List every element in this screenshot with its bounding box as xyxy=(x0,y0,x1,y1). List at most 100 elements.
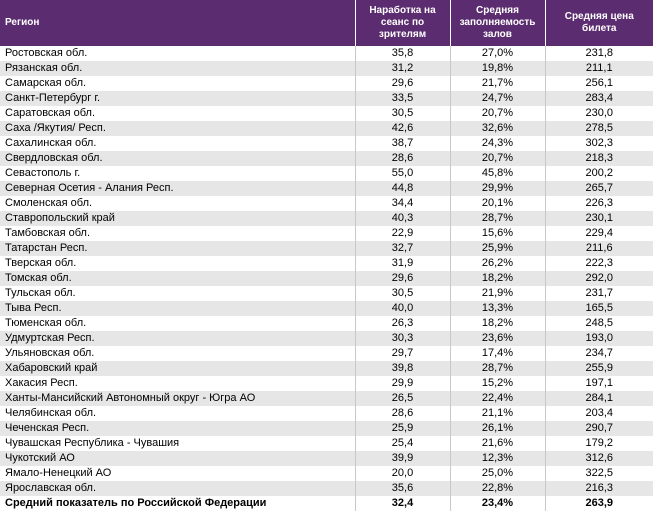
value-cell: 28,6 xyxy=(354,151,450,166)
table-row: Хабаровский край 39,8 28,7% 255,9 xyxy=(0,361,653,376)
value-cell: 24,3% xyxy=(449,136,545,151)
total-value: 32,4 xyxy=(354,496,450,511)
region-cell: Тверская обл. xyxy=(5,257,77,269)
value-cell: 35,6 xyxy=(354,481,450,496)
value-cell: 284,1 xyxy=(544,391,653,406)
value-cell: 278,5 xyxy=(544,121,653,136)
value-cell: 19,8% xyxy=(449,61,545,76)
value-cell: 35,8 xyxy=(354,46,450,61)
value-cell: 200,2 xyxy=(544,166,653,181)
value-cell: 265,7 xyxy=(544,181,653,196)
region-cell: Тульская обл. xyxy=(5,287,76,299)
table-row: Санкт-Петербург г. 33,5 24,7% 283,4 xyxy=(0,91,653,106)
value-cell: 34,4 xyxy=(354,196,450,211)
value-cell: 26,1% xyxy=(449,421,545,436)
table-row: Челябинская обл. 28,6 21,1% 203,4 xyxy=(0,406,653,421)
value-cell: 23,6% xyxy=(449,331,545,346)
region-cell: Удмуртская Респ. xyxy=(0,331,355,346)
region-cell: Севастополь г. xyxy=(5,167,81,179)
region-cell: Санкт-Петербург г. xyxy=(0,91,355,106)
region-cell: Томская обл. xyxy=(0,271,355,286)
table-row: Ульяновская обл. 29,7 17,4% 234,7 xyxy=(0,346,653,361)
table-row: Северная Осетия - Алания Респ. 44,8 29,9% 2… xyxy=(0,181,653,196)
value-cell: 28,7% xyxy=(449,211,545,226)
value-cell: 42,6 xyxy=(354,121,450,136)
value-cell: 211,1 xyxy=(544,61,653,76)
value-cell: 30,5 xyxy=(354,106,450,121)
table-row: Рязанская обл. 31,2 19,8% 211,1 xyxy=(0,61,653,76)
value-cell: 13,3% xyxy=(449,301,545,316)
value-cell: 21,9% xyxy=(449,286,545,301)
region-cell: Свердловская обл. xyxy=(0,151,355,166)
value-cell: 31,2 xyxy=(354,61,450,76)
value-cell: 22,4% xyxy=(449,391,545,406)
region-cell: Чеченская Респ. xyxy=(0,421,355,436)
value-cell: 218,3 xyxy=(544,151,653,166)
value-cell: 22,9 xyxy=(354,226,450,241)
total-label: Средний показатель по Российской Федерац… xyxy=(5,497,267,509)
value-cell: 26,2% xyxy=(449,256,545,271)
table-row: Тульская обл. 30,5 21,9% 231,7 xyxy=(0,286,653,301)
value-cell: 21,7% xyxy=(449,76,545,91)
value-cell: 30,3 xyxy=(354,331,450,346)
value-cell: 21,6% xyxy=(449,436,545,451)
table-body: Ростовская обл. 35,8 27,0% 231,8 Рязанская о… xyxy=(0,46,653,511)
header-row: Регион Наработка на сеанс по зрителям Сред… xyxy=(0,0,653,46)
table-row: Татарстан Респ. 32,7 25,9% 211,6 xyxy=(0,241,653,256)
table-row: Удмуртская Респ. 30,3 23,6% 193,0 xyxy=(0,331,653,346)
value-cell: 27,0% xyxy=(449,46,545,61)
table-row: Ставропольский край 40,3 28,7% 230,1 xyxy=(0,211,653,226)
value-cell: 312,6 xyxy=(544,451,653,466)
value-cell: 45,8% xyxy=(449,166,545,181)
region-cell: Тюменская обл. xyxy=(5,317,87,329)
header-cell: Средняя цена билета xyxy=(544,0,653,46)
value-cell: 18,2% xyxy=(449,271,545,286)
value-cell: 29,7 xyxy=(354,346,450,361)
region-cell: Ямало-Ненецкий АО xyxy=(5,467,112,479)
region-cell: Ярославская обл. xyxy=(0,481,355,496)
value-cell: 24,7% xyxy=(449,91,545,106)
table-row: Ханты-Мансийский Автономный округ - Югра… xyxy=(0,391,653,406)
value-cell: 203,4 xyxy=(544,406,653,421)
table-row: Чеченская Респ. 25,9 26,1% 290,7 xyxy=(0,421,653,436)
value-cell: 55,0 xyxy=(354,166,450,181)
value-cell: 31,9 xyxy=(354,256,450,271)
value-cell: 211,6 xyxy=(544,241,653,256)
table-row: Ярославская обл. 35,6 22,8% 216,3 xyxy=(0,481,653,496)
value-cell: 256,1 xyxy=(544,76,653,91)
region-cell: Северная Осетия - Алания Респ. xyxy=(0,181,355,196)
value-cell: 32,7 xyxy=(354,241,450,256)
value-cell: 302,3 xyxy=(544,136,653,151)
value-cell: 22,8% xyxy=(449,481,545,496)
value-cell: 25,9% xyxy=(449,241,545,256)
value-cell: 18,2% xyxy=(449,316,545,331)
header-cell: Средняя заполняемость залов xyxy=(449,0,545,46)
region-cell: Ставропольский край xyxy=(0,211,355,226)
region-cell: Самарская обл. xyxy=(5,77,87,89)
table-row: Тюменская обл. 26,3 18,2% 248,5 xyxy=(0,316,653,331)
value-cell: 30,5 xyxy=(354,286,450,301)
value-cell: 29,9 xyxy=(354,376,450,391)
value-cell: 234,7 xyxy=(544,346,653,361)
region-cell: Ханты-Мансийский Автономный округ - Югра… xyxy=(0,391,355,406)
value-cell: 29,9% xyxy=(449,181,545,196)
table-row: Тамбовская обл. 22,9 15,6% 229,4 xyxy=(0,226,653,241)
region-cell: Тыва Респ. xyxy=(0,301,355,316)
value-cell: 25,0% xyxy=(449,466,545,481)
total-row: Средний показатель по Российской Федерац… xyxy=(0,496,653,511)
value-cell: 25,9 xyxy=(354,421,450,436)
region-cell: Рязанская обл. xyxy=(0,61,355,76)
table-row: Чукотский АО 39,9 12,3% 312,6 xyxy=(0,451,653,466)
value-cell: 216,3 xyxy=(544,481,653,496)
region-cell: Татарстан Респ. xyxy=(0,241,355,256)
value-cell: 222,3 xyxy=(544,256,653,271)
value-cell: 292,0 xyxy=(544,271,653,286)
value-cell: 38,7 xyxy=(354,136,450,151)
table-row: Чувашская Республика - Чувашия 25,4 21,6% 1… xyxy=(0,436,653,451)
table-row: Ростовская обл. 35,8 27,0% 231,8 xyxy=(0,46,653,61)
value-cell: 39,8 xyxy=(354,361,450,376)
value-cell: 231,7 xyxy=(544,286,653,301)
value-cell: 255,9 xyxy=(544,361,653,376)
